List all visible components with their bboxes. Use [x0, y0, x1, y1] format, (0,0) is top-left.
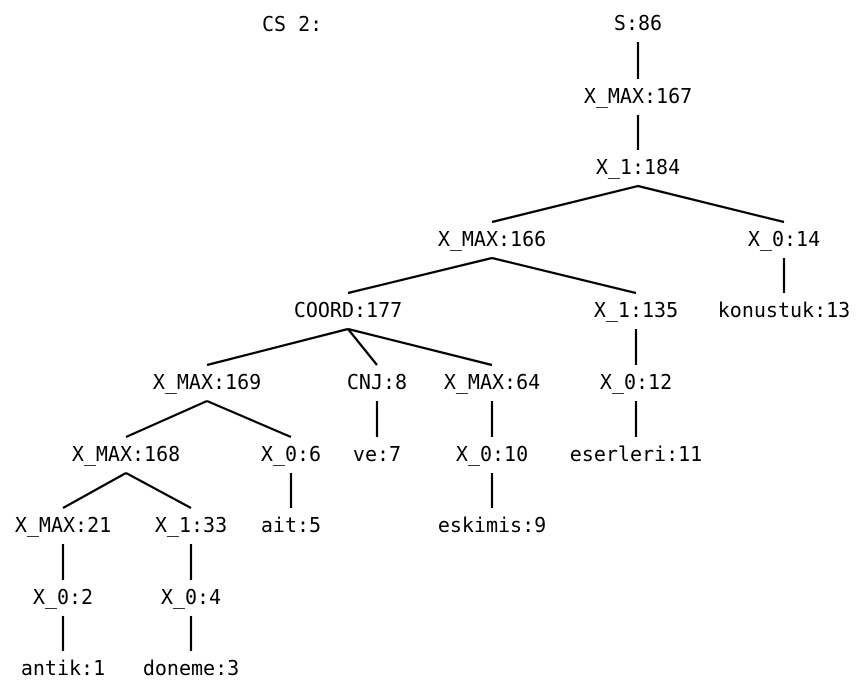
tree-node-coord177: COORD:177: [294, 298, 402, 322]
tree-node-xmax21: X_MAX:21: [15, 513, 111, 537]
tree-edge: [347, 327, 493, 367]
tree-node-konustuk13: konustuk:13: [718, 298, 850, 322]
tree-node-x0_4: X_0:4: [161, 585, 221, 609]
tree-node-x0_2: X_0:2: [33, 585, 93, 609]
tree-edge: [491, 184, 639, 224]
tree-node-x1_33: X_1:33: [155, 513, 227, 537]
tree-edge: [62, 472, 127, 509]
tree-node-eserleri11: eserleri:11: [570, 442, 702, 466]
tree-node-x0_14: X_0:14: [748, 227, 820, 251]
tree-node-xmax166: X_MAX:166: [438, 227, 546, 251]
tree-edge: [125, 472, 192, 509]
tree-node-ait5: ait:5: [261, 513, 321, 537]
tree-edge: [347, 328, 378, 366]
tree-node-cnj8: CNJ:8: [347, 370, 407, 394]
tree-node-s86: S:86: [614, 11, 662, 35]
tree-edge: [206, 399, 292, 439]
tree-node-x0_10: X_0:10: [456, 442, 528, 466]
tree-node-eskimis9: eskimis:9: [438, 513, 546, 537]
tree-edge: [637, 184, 785, 224]
tree-node-xmax64: X_MAX:64: [444, 370, 540, 394]
tree-edge: [347, 256, 493, 295]
tree-node-labels: S:86 X_MAX:167 X_1:184 X_MAX:166 X_0:14konus…: [15, 11, 850, 680]
tree-node-antik1: antik:1: [21, 656, 105, 680]
tree-edge: [125, 399, 208, 439]
tree-node-xmax168: X_MAX:168: [72, 442, 180, 466]
tree-node-xmax167: X_MAX:167: [584, 84, 692, 108]
tree-node-xmax169: X_MAX:169: [153, 370, 261, 394]
tree-edges: [61, 42, 786, 651]
tree-node-doneme3: doneme:3: [143, 656, 239, 680]
tree-node-x1_184: X_1:184: [596, 155, 680, 179]
tree-edge: [206, 327, 349, 367]
tree-edge: [491, 256, 637, 295]
tree-node-ve7: ve:7: [353, 442, 401, 466]
tree-node-x0_12: X_0:12: [600, 370, 672, 394]
tree-caption: CS 2:: [262, 12, 323, 36]
tree-node-x1_135: X_1:135: [594, 298, 678, 322]
tree-node-x0_6: X_0:6: [261, 442, 321, 466]
